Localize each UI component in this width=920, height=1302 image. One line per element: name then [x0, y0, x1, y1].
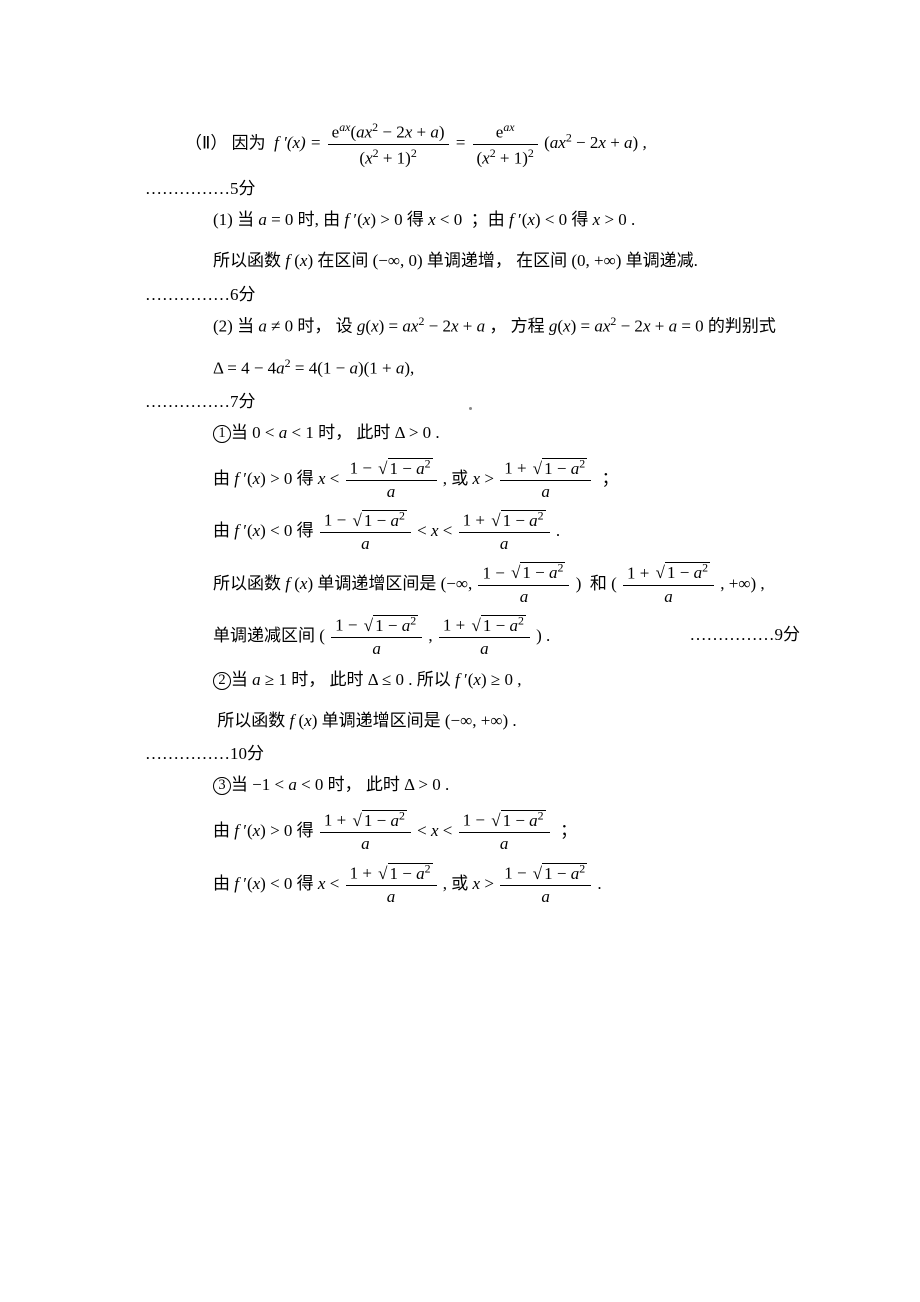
line-case1-result: 所以函数 f (x) 在区间 (−∞, 0) 单调递增， 在区间 (0, +∞)…	[145, 247, 800, 274]
score-6: ……………6分	[145, 281, 800, 308]
line-sub3: 3当 −1 < a < 0 时， 此时 Δ > 0 .	[145, 771, 800, 798]
line-sub1-inc: 所以函数 f (x) 单调递增区间是 (−∞, 1 − 1 − a2 a ) 和…	[145, 561, 800, 607]
score-7: ……………7分	[145, 388, 800, 415]
line-sub3-neg: 由 f ′(x) < 0 得 x < 1 + 1 − a2 a , 或 x > …	[145, 861, 800, 907]
fraction: eax(ax2 − 2x + a) (x2 + 1)2	[328, 120, 449, 169]
fraction-plus: 1 + 1 − a2 a	[346, 861, 437, 907]
fraction: eax (x2 + 1)2	[473, 120, 538, 169]
fraction-plus: 1 + 1 − a2 a	[320, 808, 411, 854]
score-10: ……………10分	[145, 740, 800, 767]
fraction-minus: 1 − 1 − a2 a	[500, 861, 591, 907]
line-sub2: 2当 a ≥ 1 时， 此时 Δ ≤ 0 . 所以 f ′(x) ≥ 0 ,	[145, 666, 800, 693]
fraction-minus: 1 − 1 − a2 a	[478, 561, 569, 607]
circled-number-1: 1	[213, 425, 231, 443]
score-5: ……………5分	[145, 175, 800, 202]
line-case2: (2) 当 a ≠ 0 时， 设 g(x) = ax2 − 2x + a ， 方…	[145, 312, 800, 340]
fraction-plus: 1 + 1 − a2 a	[439, 613, 530, 659]
line-sub1-neg: 由 f ′(x) < 0 得 1 − 1 − a2 a < x < 1 + 1 …	[145, 508, 800, 554]
document-page: （Ⅱ） 因为 f ′(x) = eax(ax2 − 2x + a) (x2 + …	[0, 0, 920, 520]
fraction-minus: 1 − 1 − a2 a	[346, 456, 437, 502]
score-9: ……………9分	[690, 613, 801, 657]
circled-number-3: 3	[213, 777, 231, 795]
fraction-minus: 1 − 1 − a2 a	[331, 613, 422, 659]
text: （Ⅱ） 因为	[185, 133, 270, 152]
fraction-minus: 1 − 1 − a2 a	[459, 808, 550, 854]
fraction-plus: 1 + 1 − a2 a	[623, 561, 714, 607]
circled-number-2: 2	[213, 672, 231, 690]
fraction-minus: 1 − 1 − a2 a	[320, 508, 411, 554]
line-sub1: 1当 0 < a < 1 时， 此时 Δ > 0 .	[145, 419, 800, 446]
line-case1: (1) 当 a = 0 时, 由 f ′(x) > 0 得 x < 0 ；由 f…	[145, 206, 800, 233]
line-sub1-pos: 由 f ′(x) > 0 得 x < 1 − 1 − a2 a , 或 x > …	[145, 456, 800, 502]
line-II-intro: （Ⅱ） 因为 f ′(x) = eax(ax2 − 2x + a) (x2 + …	[145, 120, 800, 169]
line-sub2-result: 所以函数 f (x) 单调递增区间是 (−∞, +∞) .	[145, 707, 800, 734]
fraction-plus: 1 + 1 − a2 a	[500, 456, 591, 502]
math: f ′(x) = eax(ax2 − 2x + a) (x2 + 1)2 = e…	[274, 133, 647, 152]
fraction-plus: 1 + 1 − a2 a	[459, 508, 550, 554]
line-sub1-dec: 单调递减区间 ( 1 − 1 − a2 a , 1 + 1 − a2 a ) .…	[145, 613, 800, 659]
line-discriminant: Δ = 4 − 4a2 = 4(1 − a)(1 + a),	[145, 354, 800, 382]
line-sub3-pos: 由 f ′(x) > 0 得 1 + 1 − a2 a < x < 1 − 1 …	[145, 808, 800, 854]
